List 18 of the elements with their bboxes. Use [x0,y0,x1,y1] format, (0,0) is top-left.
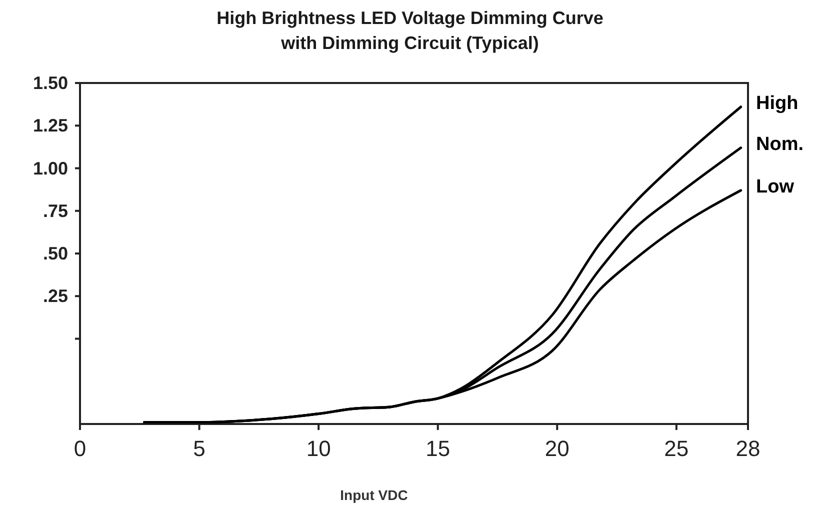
x-tick-label: 25 [664,436,689,461]
series-label: High [756,92,798,114]
x-tick-label: 5 [193,436,206,461]
x-tick-label: 10 [306,436,331,461]
series-label: Nom. [756,134,804,155]
x-tick-label: 0 [74,436,86,461]
chart-title: High Brightness LED Voltage Dimming Curve with Dimming Circuit (Typical) [216,8,604,53]
x-axis-title: Input VDC [340,487,408,503]
x-tick-label: 15 [426,436,450,461]
series-label: Low [756,176,794,198]
x-tick-label: 28 [736,436,760,461]
y-tick-label: 1.00 [32,158,68,178]
y-tick-label: 1.50 [32,73,68,93]
y-tick-label: .75 [42,200,68,221]
y-tick-label: .50 [42,244,68,264]
y-tick-label: 1.25 [32,116,68,136]
x-tick-label: 20 [544,436,570,461]
y-tick-label: .25 [42,286,68,306]
